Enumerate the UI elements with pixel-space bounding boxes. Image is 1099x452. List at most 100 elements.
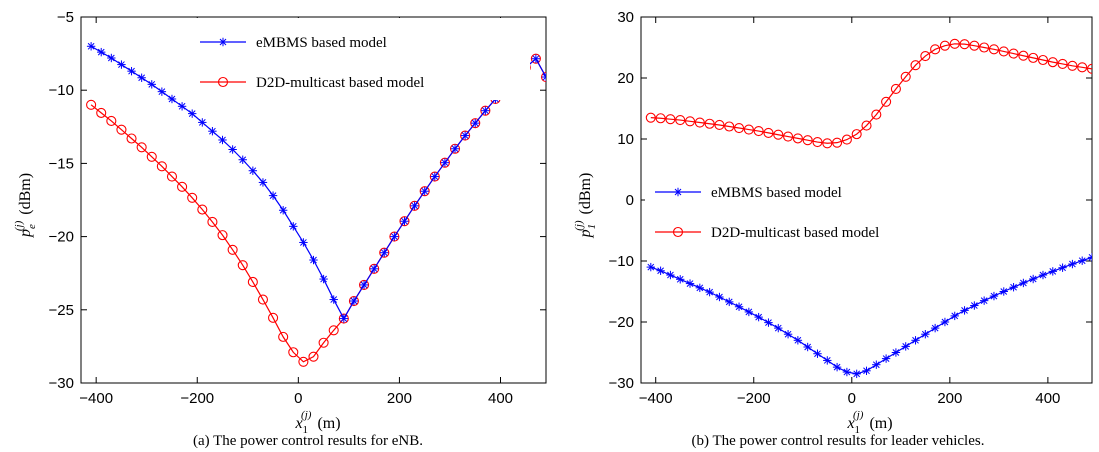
data-point-d2d	[96, 107, 107, 118]
data-point-d2d	[429, 171, 440, 182]
legend-label: eMBMS based model	[711, 185, 842, 201]
data-point-d2d	[890, 83, 901, 95]
data-point-embms	[430, 172, 440, 181]
data-point-embms	[177, 102, 187, 111]
data-point-embms	[309, 255, 318, 265]
data-point-embms	[891, 348, 901, 357]
data-point-d2d	[166, 171, 178, 182]
data-point-embms	[208, 126, 217, 136]
data-point-embms	[725, 297, 734, 307]
data-point-d2d	[126, 133, 137, 144]
data-point-embms	[299, 238, 308, 247]
data-point-embms	[481, 106, 490, 115]
data-point-d2d	[136, 142, 147, 153]
data-point-embms	[289, 222, 298, 231]
data-point-d2d	[257, 294, 269, 305]
data-point-d2d	[237, 260, 248, 271]
data-point-d2d	[841, 134, 852, 145]
data-point-d2d	[146, 151, 157, 162]
data-point-embms	[97, 47, 106, 57]
data-point-embms	[238, 155, 247, 164]
data-point-embms	[117, 60, 126, 69]
data-point-d2d	[753, 126, 764, 137]
data-point-embms	[1028, 274, 1038, 284]
ylabel-b: p1(j)(dBm)	[573, 173, 598, 239]
y-tick-label: 0	[626, 192, 634, 209]
data-point-embms	[380, 248, 389, 257]
data-point-d2d	[116, 124, 127, 135]
data-point-embms	[218, 135, 227, 145]
data-point-d2d	[763, 127, 774, 138]
data-point-d2d	[369, 263, 380, 274]
data-point-embms	[911, 336, 920, 345]
data-point-d2d	[881, 96, 892, 107]
data-point-d2d	[714, 119, 725, 131]
series-line-embms	[90, 45, 546, 320]
data-point-d2d	[675, 115, 686, 126]
data-point-embms	[349, 296, 359, 306]
data-point-embms	[319, 274, 328, 284]
data-point-d2d	[470, 118, 481, 129]
data-point-d2d	[449, 143, 461, 154]
data-point-embms	[420, 187, 429, 196]
series-layer	[645, 38, 1092, 379]
x-tick-label: 200	[387, 390, 412, 407]
data-point-embms	[1009, 283, 1018, 292]
data-point-embms	[1038, 270, 1048, 280]
data-point-d2d	[655, 113, 666, 124]
data-point-d2d	[177, 181, 188, 192]
data-point-d2d	[278, 331, 289, 342]
chart-panel-b: −400 −200 0 200 400 −30 −20 −10 0 10 20 30 eMBMS bas…	[573, 9, 1093, 449]
y-tick-label: −10	[609, 253, 634, 270]
data-point-embms	[734, 302, 744, 311]
data-point-d2d	[328, 325, 339, 336]
data-point-d2d	[106, 115, 117, 126]
data-point-embms	[471, 118, 480, 128]
data-point-d2d	[1018, 50, 1029, 61]
data-point-d2d	[959, 39, 970, 50]
legend-label: D2D-multicast based model	[711, 225, 879, 241]
data-point-embms	[127, 66, 136, 76]
data-point-embms	[187, 109, 197, 118]
data-point-embms	[359, 280, 369, 290]
data-point-d2d	[338, 313, 349, 324]
data-point-d2d	[792, 133, 803, 144]
xlabel-a: x1(j) (m)	[294, 409, 340, 436]
legend-label: eMBMS based model	[256, 35, 387, 51]
x-tick-label: 200	[937, 390, 962, 407]
data-point-embms	[1077, 256, 1087, 265]
y-tick-label: −30	[49, 375, 74, 392]
legend-marker	[672, 226, 684, 238]
data-point-embms	[744, 307, 754, 317]
data-point-embms	[676, 275, 685, 284]
data-point-d2d	[1086, 63, 1092, 74]
data-point-embms	[656, 266, 665, 275]
data-point-embms	[832, 362, 842, 372]
data-point-embms	[147, 80, 156, 89]
data-point-d2d	[861, 120, 872, 131]
y-tick-label: 10	[617, 131, 634, 148]
xlabel-b: x1(j) (m)	[846, 409, 892, 436]
data-point-embms	[950, 311, 959, 321]
data-point-embms	[901, 342, 910, 351]
x-tick-label: −200	[180, 390, 214, 407]
data-point-d2d	[268, 312, 279, 323]
legend-label: D2D-multicast based model	[256, 75, 424, 91]
data-point-embms	[921, 330, 930, 339]
data-point-d2d	[247, 276, 258, 288]
legend: eMBMS based model D2D-multicast based mod…	[190, 18, 530, 100]
data-point-embms	[1048, 267, 1057, 276]
x-tick-label: 0	[294, 390, 302, 407]
data-point-embms	[390, 232, 399, 241]
data-point-d2d	[998, 46, 1009, 57]
data-point-embms	[666, 270, 675, 280]
data-point-d2d	[724, 121, 735, 132]
data-point-embms	[248, 166, 258, 175]
data-point-d2d	[704, 118, 715, 129]
data-point-d2d	[217, 230, 228, 241]
data-point-embms	[705, 287, 714, 297]
data-point-d2d	[480, 105, 491, 116]
chart-panel-a: −400 −200 0 200 400 −30 −25 −20 −15 −10 −5 eMBMS ba…	[13, 9, 547, 449]
legend-marker	[217, 76, 229, 88]
